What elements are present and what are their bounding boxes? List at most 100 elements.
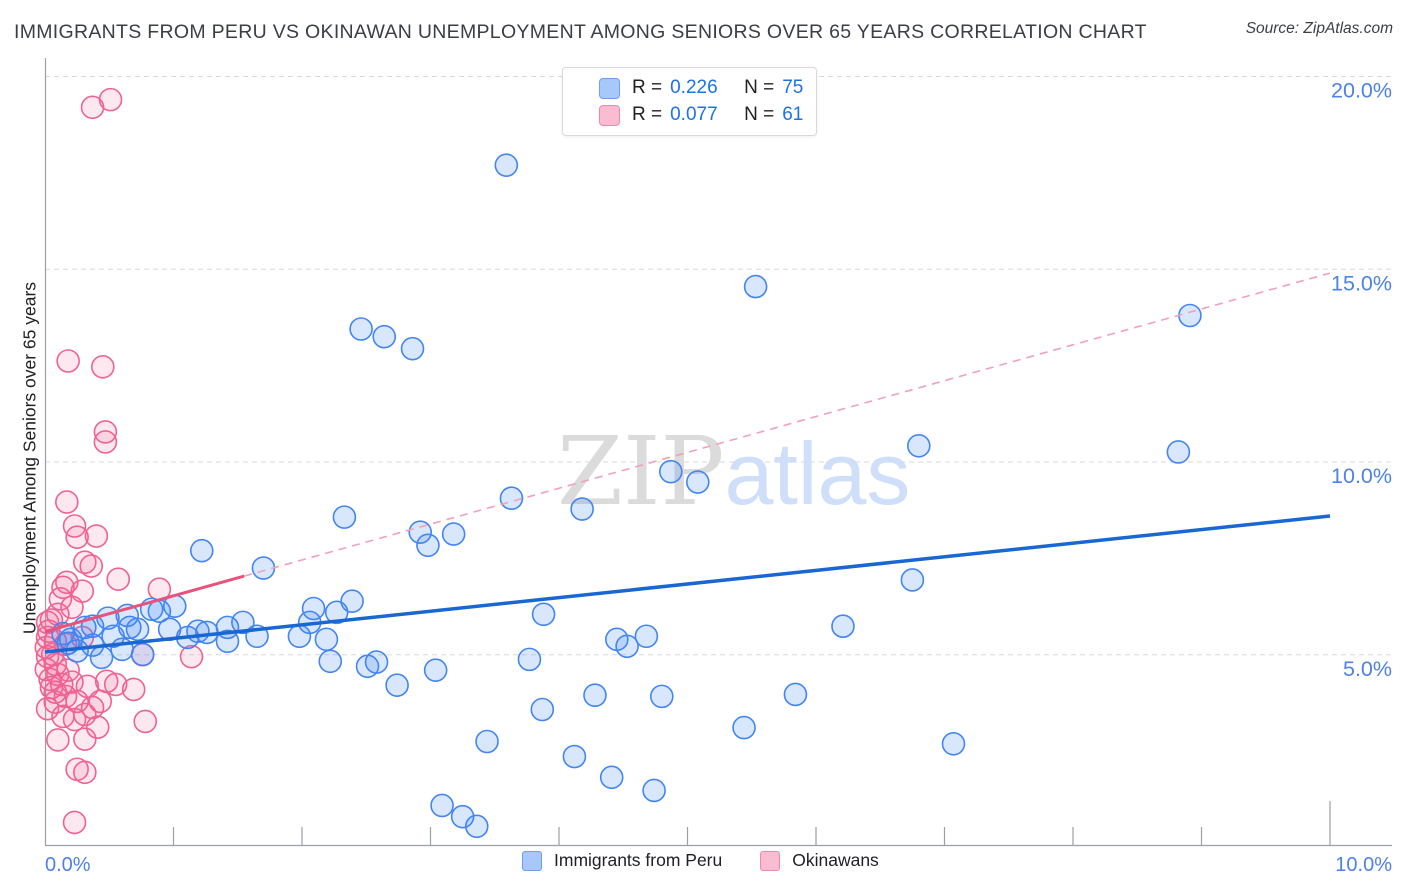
scatter-point-okinawans[interactable] <box>39 675 64 700</box>
scatter-point-peru[interactable] <box>517 647 542 672</box>
scatter-point-peru[interactable] <box>599 765 624 790</box>
scatter-point-okinawans[interactable] <box>56 349 80 373</box>
scatter-point-okinawans[interactable] <box>48 587 73 611</box>
scatter-point-okinawans[interactable] <box>121 677 146 702</box>
scatter-point-okinawans[interactable] <box>106 567 131 591</box>
n-value-peru: 75 <box>782 77 804 98</box>
scatter-point-peru[interactable] <box>732 715 756 740</box>
scatter-point-peru[interactable] <box>324 600 349 625</box>
scatter-point-peru[interactable] <box>189 538 214 563</box>
scatter-point-peru[interactable] <box>783 682 808 707</box>
scatter-point-peru[interactable] <box>408 520 433 544</box>
n-label: N = <box>744 77 775 98</box>
scatter-point-okinawans[interactable] <box>51 575 75 600</box>
scatter-point-okinawans[interactable] <box>55 490 79 514</box>
scatter-point-peru[interactable] <box>906 434 931 458</box>
scatter-point-peru[interactable] <box>318 649 343 674</box>
scatter-point-peru[interactable] <box>531 602 556 627</box>
scatter-point-okinawans[interactable] <box>91 354 115 379</box>
scatter-point-peru[interactable] <box>530 697 555 722</box>
scatter-point-okinawans[interactable] <box>35 644 60 669</box>
r-value-okinawans: 0.077 <box>670 104 718 125</box>
scatter-point-peru[interactable] <box>450 804 475 829</box>
scatter-point-okinawans[interactable] <box>133 709 158 734</box>
scatter-point-peru[interactable] <box>494 153 519 177</box>
scatter-point-peru[interactable] <box>475 729 499 754</box>
scatter-point-okinawans[interactable] <box>65 525 89 549</box>
scatter-point-okinawans[interactable] <box>179 644 204 669</box>
scatter-point-okinawans[interactable] <box>73 550 97 575</box>
zipatlas-watermark: ZIPatlas <box>557 417 910 527</box>
scatter-point-peru[interactable] <box>499 486 524 511</box>
scatter-point-peru[interactable] <box>416 533 440 558</box>
n-label: N = <box>744 104 775 125</box>
scatter-point-okinawans[interactable] <box>93 430 118 454</box>
scatter-point-peru[interactable] <box>831 614 855 639</box>
scatter-point-peru[interactable] <box>385 673 409 698</box>
scatter-point-peru[interactable] <box>634 624 659 649</box>
okinawans-legend-swatch <box>760 850 781 871</box>
scatter-point-okinawans[interactable] <box>60 595 84 620</box>
r-label: R = <box>632 77 663 98</box>
trend-line-okinawans <box>44 574 245 634</box>
scatter-point-peru[interactable] <box>570 497 594 521</box>
peru-legend-swatch <box>522 850 542 871</box>
scatter-point-peru[interactable] <box>941 732 966 756</box>
scatter-point-peru[interactable] <box>314 627 339 652</box>
scatter-point-peru[interactable] <box>1178 303 1202 328</box>
scatter-point-peru[interactable] <box>685 470 710 494</box>
scatter-point-okinawans[interactable] <box>62 810 87 835</box>
x-tick-label: 0.0% <box>45 854 91 876</box>
r-value-peru: 0.226 <box>670 77 718 98</box>
scatter-point-peru[interactable] <box>900 568 925 592</box>
scatter-point-peru[interactable] <box>349 317 373 341</box>
peru-legend-label: Immigrants from Peru <box>554 850 723 870</box>
y-tick-label: 15.0% <box>1331 271 1392 295</box>
scatter-point-peru[interactable] <box>642 778 666 803</box>
scatter-point-okinawans[interactable] <box>93 420 118 444</box>
legend-row-peru: R = 0.226 N = 75 <box>599 77 816 99</box>
scatter-point-okinawans[interactable] <box>73 727 97 751</box>
legend-row-okinawans: R = 0.077 N = 61 <box>599 104 816 126</box>
scatter-point-okinawans[interactable] <box>73 760 97 785</box>
scatter-point-peru[interactable] <box>215 629 240 654</box>
scatter-point-okinawans[interactable] <box>35 696 60 721</box>
scatter-point-peru[interactable] <box>301 596 326 621</box>
scatter-point-peru[interactable] <box>562 744 587 769</box>
trend-line-peru <box>44 514 1331 654</box>
scatter-point-okinawans[interactable] <box>56 658 80 682</box>
scatter-point-peru[interactable] <box>287 624 312 649</box>
scatter-point-peru[interactable] <box>355 654 380 679</box>
scatter-point-okinawans[interactable] <box>73 702 97 727</box>
scatter-point-okinawans[interactable] <box>79 554 104 578</box>
scatter-point-peru[interactable] <box>1166 440 1191 464</box>
scatter-point-peru[interactable] <box>400 336 425 361</box>
scatter-point-peru[interactable] <box>130 642 155 667</box>
page-title: IMMIGRANTS FROM PERU VS OKINAWAN UNEMPLO… <box>14 21 1147 43</box>
scatter-point-okinawans[interactable] <box>88 689 113 714</box>
correlation-legend: R = 0.226 N = 75 R = 0.077 N = 61 <box>562 67 817 136</box>
r-label: R = <box>632 104 663 125</box>
scatter-point-peru[interactable] <box>332 505 357 529</box>
okinawans-legend-label: Okinawans <box>792 850 879 870</box>
scatter-point-okinawans[interactable] <box>84 524 109 548</box>
scatter-point-peru[interactable] <box>583 683 607 708</box>
scatter-point-peru[interactable] <box>743 274 768 299</box>
scatter-point-peru[interactable] <box>101 624 125 649</box>
scatter-point-peru[interactable] <box>464 814 489 839</box>
scatter-point-okinawans[interactable] <box>98 87 123 112</box>
y-tick-label: 10.0% <box>1331 464 1392 488</box>
scatter-point-okinawans[interactable] <box>46 728 70 752</box>
scatter-point-okinawans[interactable] <box>103 672 128 697</box>
series-legend: Immigrants from Peru Okinawans <box>522 850 879 871</box>
scatter-point-peru[interactable] <box>423 658 448 682</box>
scatter-point-peru[interactable] <box>430 793 454 818</box>
scatter-point-peru[interactable] <box>649 684 674 709</box>
scatter-point-peru[interactable] <box>441 522 466 546</box>
scatter-point-peru[interactable] <box>231 610 255 635</box>
scatter-point-peru[interactable] <box>658 459 683 484</box>
scatter-point-peru[interactable] <box>372 324 397 349</box>
scatter-point-peru[interactable] <box>615 634 639 659</box>
